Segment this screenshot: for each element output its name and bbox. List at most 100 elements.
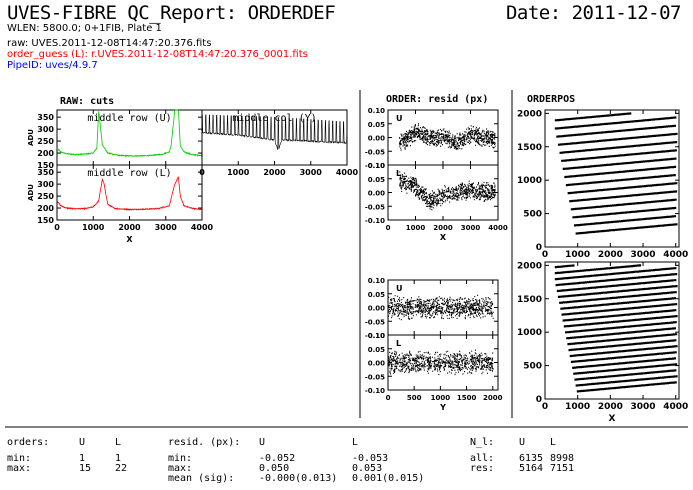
x-tick-label: 500 <box>407 394 422 402</box>
y-tick-label: 150 <box>37 161 54 170</box>
x-tick-label: 1000 <box>82 223 105 232</box>
footer-resid-label: resid. (px): <box>168 437 241 448</box>
x-tick-label: 1000 <box>406 224 426 232</box>
x-tick-label: 0 <box>542 402 548 412</box>
x-tick-label: 0 <box>386 224 391 232</box>
y-tick-label: 0.10 <box>368 277 385 285</box>
y-tick-label: -0.05 <box>365 373 385 381</box>
order-traces <box>554 112 678 235</box>
series-line <box>56 176 203 211</box>
y-tick-label: 0.10 <box>368 332 385 340</box>
y-tick-label: 0.05 <box>368 291 385 299</box>
pipeline-id-line: PipeID: uves/4.9.7 <box>7 60 98 71</box>
panel-label: L <box>396 339 401 348</box>
x-tick-label: 4000 <box>663 402 688 412</box>
y-tick-label: 350 <box>37 113 54 122</box>
section-order-resid: ORDER: resid (px) <box>386 94 489 105</box>
y-tick-label: -0.05 <box>365 203 385 211</box>
x-tick-label: 3000 <box>300 168 323 177</box>
x-tick-label: 0 <box>54 223 60 232</box>
footer-max-u: 15 <box>79 463 92 474</box>
y-tick-label: 300 <box>37 125 54 134</box>
footer-rmean-l: 0.001(0.015) <box>352 473 425 484</box>
panel-label: U <box>396 284 403 293</box>
footer-max-l: 22 <box>115 463 128 474</box>
footer-min-label: min: <box>7 453 32 464</box>
footer-all-label: all: <box>470 453 495 464</box>
footer-rmax-l: 0.053 <box>352 463 383 474</box>
y-tick-label: -0.05 <box>365 148 385 156</box>
x-tick-label: 0 <box>542 250 548 260</box>
x-tick-label: 1000 <box>227 168 250 177</box>
footer-orders-label: orders: <box>7 437 50 448</box>
y-tick-label: -0.10 <box>365 162 385 170</box>
y-tick-label: 0 <box>536 395 542 405</box>
panel-label: middle row (L) <box>87 168 171 179</box>
x-tick-label: 2000 <box>598 250 623 260</box>
footer-rmean-label: mean (sig): <box>168 473 235 484</box>
x-tick-label: 2000 <box>263 168 286 177</box>
y-tick-label: 0.05 <box>368 176 385 184</box>
x-tick-label: 2000 <box>598 402 623 412</box>
footer-resid-l: L <box>352 437 359 448</box>
footer-orders-l: L <box>115 437 122 448</box>
y-tick-label: -0.10 <box>365 387 385 395</box>
footer-max-label: max: <box>7 463 32 474</box>
y-tick-label: -0.10 <box>365 332 385 340</box>
y-tick-label: 2000 <box>517 109 542 119</box>
y-axis-label: ADU <box>27 129 35 146</box>
scatter-points <box>399 123 496 151</box>
wavelength-line: WLEN: 5800.0; 0+1FIB, Plate 1 <box>7 23 162 34</box>
footer-rmax-u: 0.050 <box>259 463 290 474</box>
x-tick-label: 2000 <box>118 223 141 232</box>
x-axis-label: X <box>126 235 133 244</box>
y-tick-label: 0.05 <box>368 121 385 129</box>
x-tick-label: 2000 <box>483 394 503 402</box>
footer-rmin-u: -0.052 <box>259 453 296 464</box>
report-title: UVES-FIBRE QC_Report: ORDERDEF <box>7 2 336 24</box>
x-tick-label: 0 <box>386 394 391 402</box>
series-line <box>202 114 348 150</box>
x-tick-label: 4000 <box>191 223 214 232</box>
y-tick-label: 150 <box>37 216 54 225</box>
footer-nl-l: L <box>550 437 557 448</box>
x-tick-label: 3000 <box>461 224 481 232</box>
y-tick-label: 0.10 <box>368 107 385 115</box>
x-tick-label: 1000 <box>431 394 451 402</box>
x-tick-label: 4000 <box>488 224 508 232</box>
footer-resid-u: U <box>259 437 266 448</box>
footer-all-l: 8998 <box>550 453 575 464</box>
y-tick-label: 0.00 <box>368 135 385 143</box>
y-tick-label: 0.00 <box>368 360 385 368</box>
panel-label: L <box>396 169 401 178</box>
footer-res-u: 5164 <box>519 463 544 474</box>
footer-rmin-label: min: <box>168 453 193 464</box>
x-tick-label: 3000 <box>631 402 656 412</box>
x-tick-label: 4000 <box>336 168 359 177</box>
x-tick-label: 1000 <box>565 402 590 412</box>
y-tick-label: 0.05 <box>368 346 385 354</box>
scatter-points <box>399 171 496 211</box>
y-tick-label: 500 <box>523 210 542 220</box>
y-tick-label: 250 <box>37 137 54 146</box>
x-axis-label: X <box>440 233 447 242</box>
series-line <box>56 109 203 158</box>
footer-res-l: 7151 <box>550 463 575 474</box>
y-axis-label: ADU <box>27 184 35 201</box>
x-axis-label: Y <box>439 403 446 412</box>
x-tick-label: 3000 <box>155 223 178 232</box>
footer-res-label: res: <box>470 463 495 474</box>
x-axis-label: X <box>609 414 616 424</box>
footer-nl-label: N_l: <box>470 437 495 448</box>
footer-all-u: 6135 <box>519 453 544 464</box>
order-guess-line: order_guess (L): r.UVES.2011-12-08T14:47… <box>7 49 308 60</box>
panel-label: middle row (U) <box>87 113 171 124</box>
y-tick-label: 200 <box>37 204 54 213</box>
raw-file-line: raw: UVES.2011-12-08T14:47:20.376.fits <box>7 38 212 49</box>
y-tick-label: 500 <box>523 362 542 372</box>
x-tick-label: 2000 <box>433 224 453 232</box>
y-tick-label: 0.10 <box>368 162 385 170</box>
footer-orders-u: U <box>79 437 86 448</box>
footer-nl-u: U <box>519 437 526 448</box>
scatter-points <box>388 294 494 321</box>
